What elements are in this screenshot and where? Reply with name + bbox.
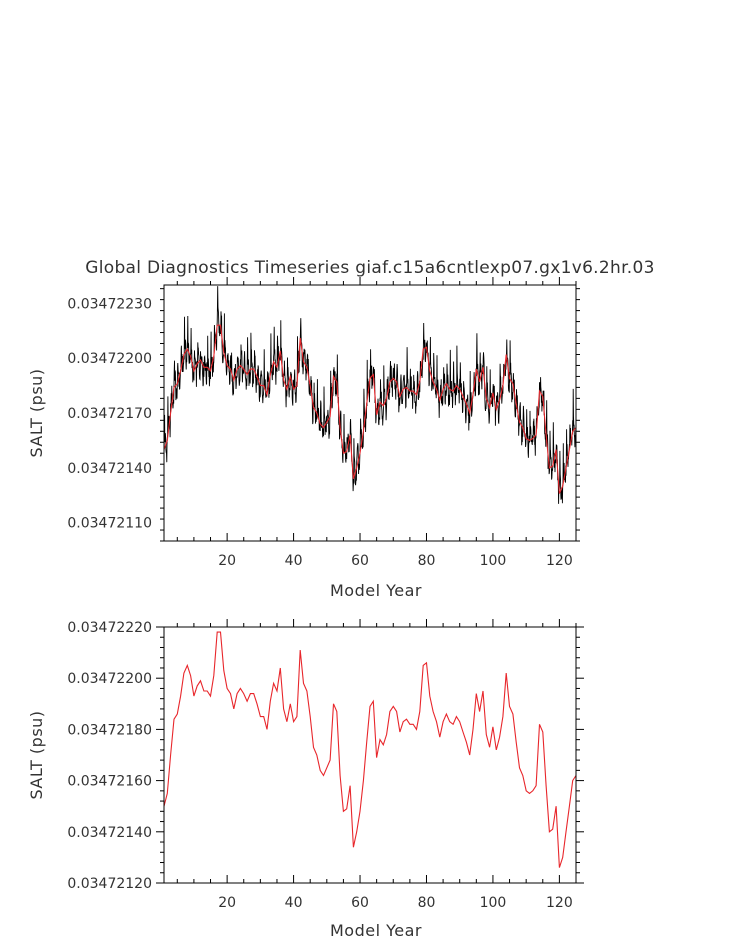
x-tick-label: 60 (351, 553, 369, 569)
x-tick-label: 20 (218, 895, 236, 911)
y-tick-label: 0.03472160 (67, 774, 152, 790)
y-axis-label: SALT (psu) (27, 368, 46, 457)
series-annual-mean-line (164, 631, 576, 868)
x-tick-label: 120 (546, 895, 573, 911)
x-tick-label: 40 (285, 895, 303, 911)
plot-frame (163, 284, 577, 542)
y-tick-label: 0.03472200 (67, 671, 152, 687)
y-tick-label: 0.03472120 (67, 876, 152, 892)
x-axis-label: Model Year (330, 581, 422, 600)
x-tick-label: 80 (418, 553, 436, 569)
x-tick-label: 100 (480, 553, 507, 569)
x-tick-label: 60 (351, 895, 369, 911)
y-tick-label: 0.03472140 (67, 825, 152, 841)
y-tick-label: 0.03472230 (67, 296, 152, 312)
y-tick-label: 0.03472140 (67, 461, 152, 477)
y-axis-label: SALT (psu) (27, 710, 46, 799)
x-tick-label: 80 (418, 895, 436, 911)
x-axis-label: Model Year (330, 921, 422, 940)
bottom-panel-annual-mean: 20 40 60 80 100 120 0.03472120 0.03472140 0.0347… (27, 619, 584, 940)
plot-frame (163, 626, 577, 884)
y-tick-label: 0.03472220 (67, 620, 152, 636)
x-tick-label: 40 (285, 553, 303, 569)
series-raw-monthly-line (164, 286, 576, 504)
y-tick-label: 0.03472200 (67, 351, 152, 367)
y-tick-label: 0.03472170 (67, 406, 152, 422)
x-tick-label: 120 (546, 553, 573, 569)
figure-title: Global Diagnostics Timeseries giaf.c15a6… (85, 258, 655, 278)
series-annual-mean-line (164, 324, 576, 494)
x-tick-label: 20 (218, 553, 236, 569)
plot-area (164, 286, 576, 504)
plot-area (164, 631, 576, 868)
y-tick-label: 0.03472110 (67, 516, 152, 532)
y-tick-label: 0.03472180 (67, 722, 152, 738)
x-tick-label: 100 (480, 895, 507, 911)
top-panel-raw-and-annual: 20 40 60 80 100 120 0.03472110 0.03472140 0.0347… (27, 277, 580, 600)
